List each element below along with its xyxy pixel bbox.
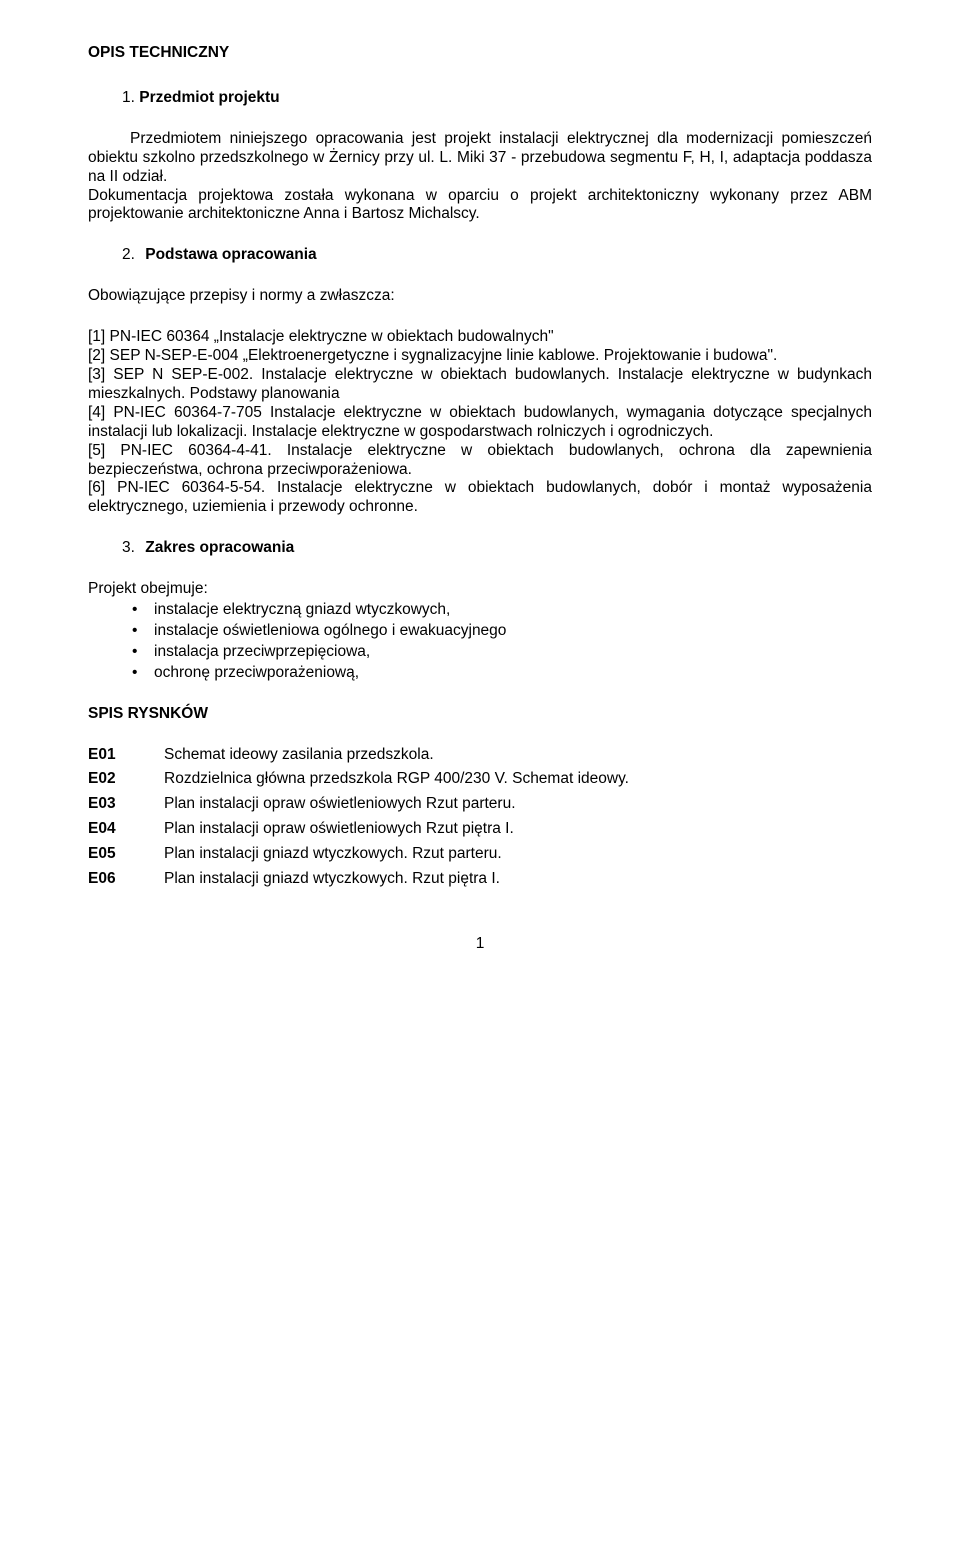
scope-list: Projekt obejmuje: • instalacje elektrycz… (88, 580, 872, 683)
scope-item-4-text: ochronę przeciwporażeniową, (154, 664, 359, 683)
paragraph-subject: Przedmiotem niniejszego opracowania jest… (88, 130, 872, 187)
bullet-icon: • (132, 643, 154, 662)
section-1-num: 1. (122, 89, 135, 106)
scope-item-1-text: instalacje elektryczną gniazd wtyczkowyc… (154, 601, 450, 620)
section-1-label: Przedmiot projektu (139, 89, 279, 106)
drawing-row-4: E04 Plan instalacji opraw oświetleniowyc… (88, 820, 872, 839)
drawing-text: Rozdzielnica główna przedszkola RGP 400/… (164, 770, 629, 789)
drawing-row-2: E02 Rozdzielnica główna przedszkola RGP … (88, 770, 872, 789)
scope-lead: Projekt obejmuje: (88, 580, 872, 599)
drawing-code: E03 (88, 795, 164, 814)
drawing-code: E06 (88, 870, 164, 889)
drawing-text: Plan instalacji opraw oświetleniowych Rz… (164, 795, 516, 814)
norms-lead: Obowiązujące przepisy i normy a zwłaszcz… (88, 287, 872, 306)
section-3-heading: 3. Zakres opracowania (122, 539, 872, 558)
drawing-text: Plan instalacji gniazd wtyczkowych. Rzut… (164, 870, 500, 889)
scope-item-2: • instalacje oświetleniowa ogólnego i ew… (132, 622, 872, 641)
ref-2: [2] SEP N-SEP-E-004 „Elektroenergetyczne… (88, 347, 872, 366)
drawing-text: Plan instalacji gniazd wtyczkowych. Rzut… (164, 845, 502, 864)
drawings-list: E01 Schemat ideowy zasilania przedszkola… (88, 746, 872, 889)
ref-1: [1] PN-IEC 60364 „Instalacje elektryczne… (88, 328, 872, 347)
section-3-num: 3. (122, 539, 135, 556)
ref-3: [3] SEP N SEP-E-002. Instalacje elektryc… (88, 366, 872, 404)
drawing-row-6: E06 Plan instalacji gniazd wtyczkowych. … (88, 870, 872, 889)
drawing-code: E01 (88, 746, 164, 765)
drawing-row-5: E05 Plan instalacji gniazd wtyczkowych. … (88, 845, 872, 864)
scope-item-3: • instalacja przeciwprzepięciowa, (132, 643, 872, 662)
drawing-code: E05 (88, 845, 164, 864)
scope-item-2-text: instalacje oświetleniowa ogólnego i ewak… (154, 622, 506, 641)
section-2-label: Podstawa opracowania (145, 246, 316, 263)
drawing-text: Schemat ideowy zasilania przedszkola. (164, 746, 434, 765)
bullet-icon: • (132, 664, 154, 683)
drawing-code: E02 (88, 770, 164, 789)
section-3-label: Zakres opracowania (145, 539, 294, 556)
ref-5: [5] PN-IEC 60364-4-41. Instalacje elektr… (88, 442, 872, 480)
drawing-text: Plan instalacji opraw oświetleniowych Rz… (164, 820, 514, 839)
paragraph-subject-a: Przedmiotem niniejszego opracowania jest… (88, 130, 872, 185)
scope-item-3-text: instalacja przeciwprzepięciowa, (154, 643, 370, 662)
references-block: [1] PN-IEC 60364 „Instalacje elektryczne… (88, 328, 872, 517)
ref-6: [6] PN-IEC 60364-5-54. Instalacje elektr… (88, 479, 872, 517)
drawing-code: E04 (88, 820, 164, 839)
document-title: OPIS TECHNICZNY (88, 44, 872, 63)
scope-item-4: • ochronę przeciwporażeniową, (132, 664, 872, 683)
scope-item-1: • instalacje elektryczną gniazd wtyczkow… (132, 601, 872, 620)
bullet-icon: • (132, 601, 154, 620)
drawing-row-1: E01 Schemat ideowy zasilania przedszkola… (88, 746, 872, 765)
ref-4: [4] PN-IEC 60364-7-705 Instalacje elektr… (88, 404, 872, 442)
page-number: 1 (88, 935, 872, 954)
drawing-row-3: E03 Plan instalacji opraw oświetleniowyc… (88, 795, 872, 814)
paragraph-subject-b: Dokumentacja projektowa została wykonana… (88, 187, 872, 225)
section-2-heading: 2. Podstawa opracowania (122, 246, 872, 265)
section-2-num: 2. (122, 246, 135, 263)
bullet-icon: • (132, 622, 154, 641)
drawings-list-title: SPIS RYSNKÓW (88, 705, 872, 724)
section-1-heading: 1. Przedmiot projektu (122, 89, 872, 108)
